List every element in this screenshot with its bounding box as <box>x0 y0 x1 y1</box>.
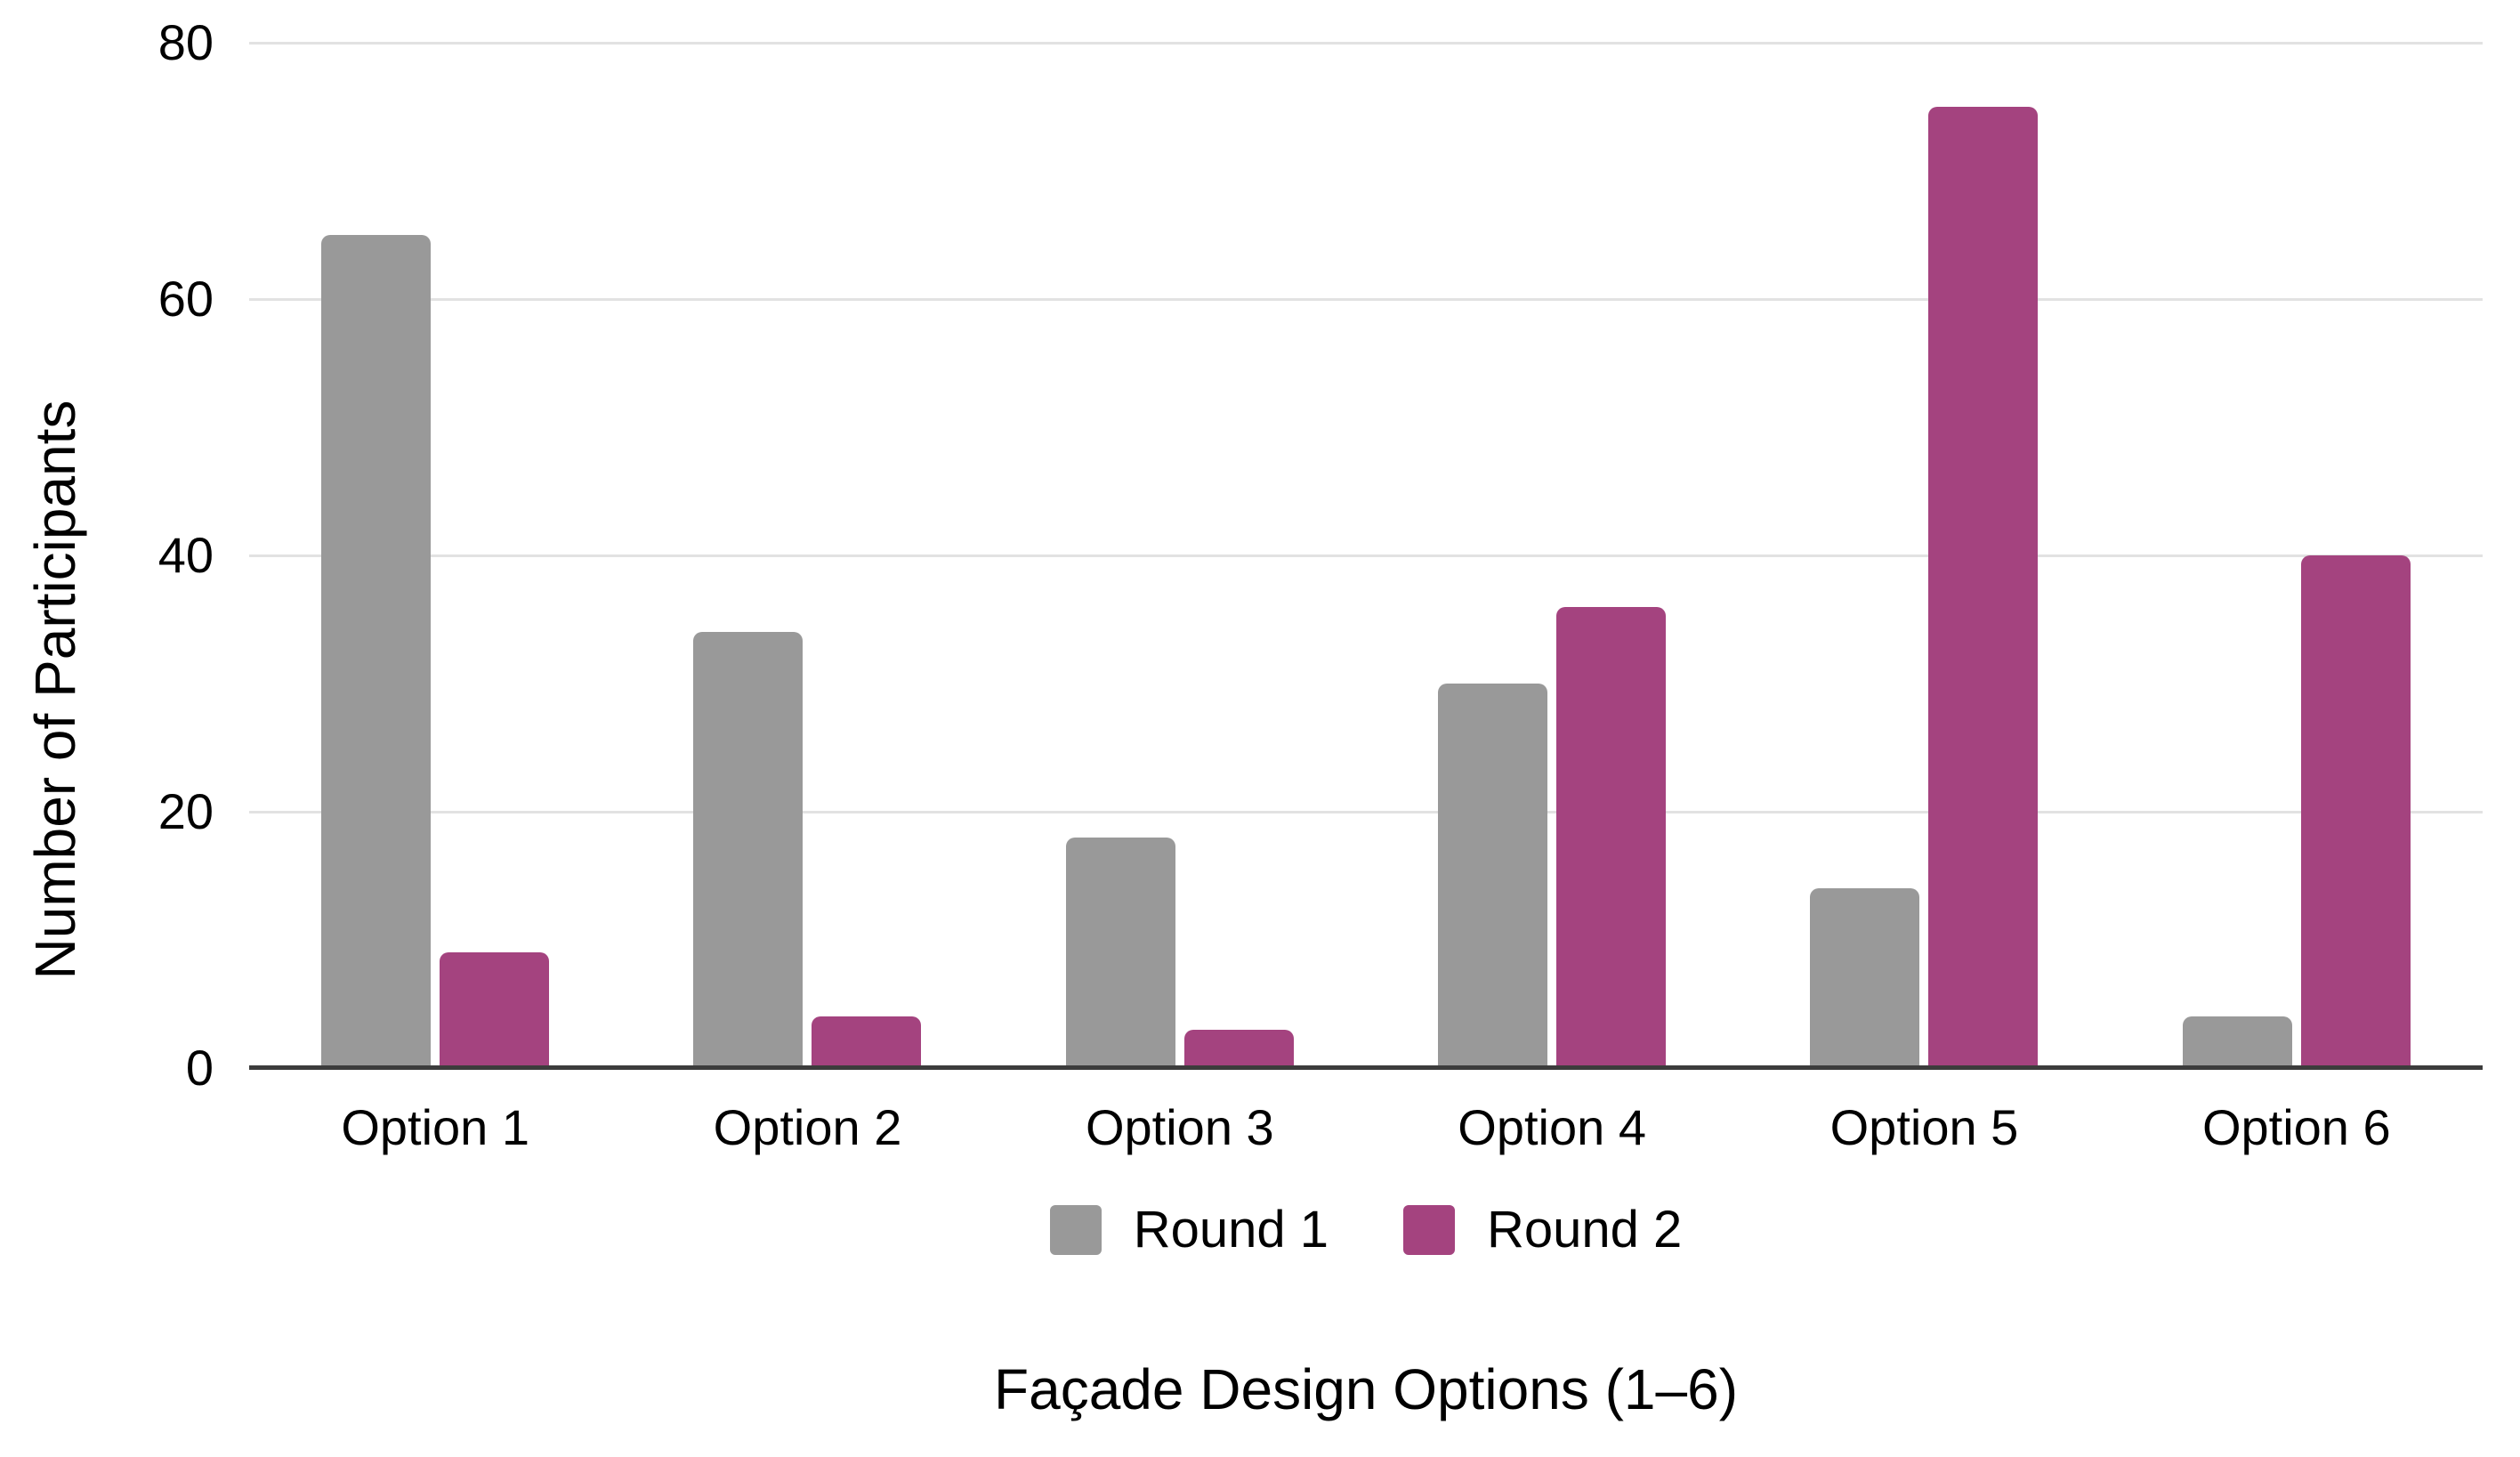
legend: Round 1 Round 2 <box>249 1200 2483 1259</box>
bar-group-5 <box>1738 43 2110 1068</box>
category-label-3: Option 3 <box>1085 1099 1274 1155</box>
legend-item-round-2: Round 2 <box>1403 1200 1682 1259</box>
bar-round-1-option-3 <box>1065 837 1175 1068</box>
bar-groups <box>249 43 2483 1068</box>
gridline-60 <box>249 297 2483 301</box>
bar-round-2-option-1 <box>440 952 550 1068</box>
bar-group-1 <box>249 43 621 1068</box>
bar-round-1-option-2 <box>693 632 804 1068</box>
gridline-20 <box>249 810 2483 813</box>
bar-round-1-option-5 <box>1810 888 1920 1068</box>
bar-group-4 <box>1366 43 1738 1068</box>
legend-swatch-round-1 <box>1049 1204 1102 1255</box>
gridline-80 <box>249 41 2483 45</box>
bar-group-3 <box>994 43 1366 1068</box>
category-label-4: Option 4 <box>1458 1099 1646 1155</box>
category-label-5: Option 5 <box>1829 1099 2019 1155</box>
y-tick-label-60: 60 <box>158 271 214 327</box>
legend-swatch-round-2 <box>1403 1204 1455 1255</box>
bar-round-2-option-2 <box>812 1016 922 1068</box>
bar-round-1-option-4 <box>1438 684 1548 1068</box>
bar-round-2-option-4 <box>1556 606 1667 1068</box>
bar-group-2 <box>621 43 993 1068</box>
bar-round-2-option-6 <box>2300 555 2411 1068</box>
legend-label-round-2: Round 2 <box>1487 1201 1683 1259</box>
bar-round-2-option-3 <box>1183 1029 1294 1068</box>
category-label-1: Option 1 <box>341 1099 530 1155</box>
legend-item-round-1: Round 1 <box>1049 1200 1329 1259</box>
category-label-6: Option 6 <box>2201 1099 2391 1155</box>
category-label-2: Option 2 <box>713 1099 902 1155</box>
bar-round-2-option-5 <box>1928 107 2039 1068</box>
y-tick-label-40: 40 <box>158 527 214 583</box>
category-labels: Option 1 Option 2 Option 3 Option 4 Option 5… <box>249 1097 2483 1159</box>
y-axis-title: Number of Participants <box>23 400 87 980</box>
gridline-40 <box>249 554 2483 557</box>
bar-round-1-option-1 <box>321 235 432 1068</box>
bar-round-1-option-6 <box>2182 1016 2292 1068</box>
plot-area <box>249 41 2483 1070</box>
y-tick-label-0: 0 <box>185 1040 214 1096</box>
y-tick-label-20: 20 <box>158 783 214 839</box>
x-axis-title: Façade Design Options (1–6) <box>994 1357 1738 1421</box>
legend-label-round-1: Round 1 <box>1133 1201 1329 1259</box>
y-tick-label-80: 80 <box>158 14 214 70</box>
bar-group-6 <box>2111 43 2483 1068</box>
x-axis-line <box>249 1065 2483 1070</box>
